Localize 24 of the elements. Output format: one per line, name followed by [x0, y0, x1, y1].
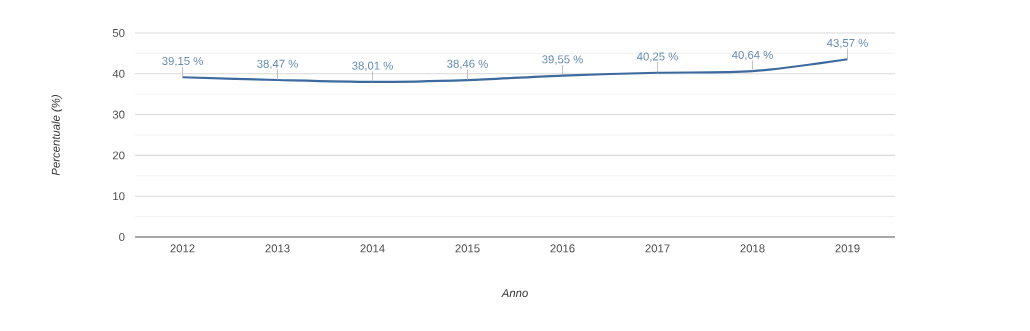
y-tick-label: 0 — [119, 232, 125, 241]
data-label: 39,15 % — [162, 56, 203, 67]
x-tick-label: 2014 — [360, 244, 385, 253]
x-tick-label: 2016 — [550, 244, 575, 253]
x-tick-label: 2017 — [645, 244, 670, 253]
data-label: 43,57 % — [826, 38, 868, 49]
data-label: 38,47 % — [257, 59, 298, 70]
y-tick-label: 10 — [113, 192, 125, 201]
y-axis-title: Percentuale (%) — [51, 95, 63, 176]
x-tick-label: 2018 — [740, 244, 765, 253]
y-tick-label: 30 — [112, 110, 125, 119]
data-label: 39,55 % — [542, 55, 583, 65]
data-label: 38,46 % — [447, 59, 488, 70]
y-tick-label: 40 — [112, 69, 125, 78]
data-label: 40,64 % — [731, 50, 773, 61]
y-tick-label: 20 — [112, 151, 125, 160]
x-tick-label: 2019 — [835, 244, 860, 253]
y-tick-label: 50 — [112, 28, 125, 37]
x-tick-label: 2013 — [265, 244, 290, 253]
x-tick-label: 2015 — [455, 244, 480, 253]
data-label: 38,01 % — [352, 61, 393, 71]
data-label: 40,25 % — [636, 52, 678, 62]
x-tick-label: 2012 — [170, 244, 195, 253]
x-axis-title: Anno — [501, 289, 528, 298]
